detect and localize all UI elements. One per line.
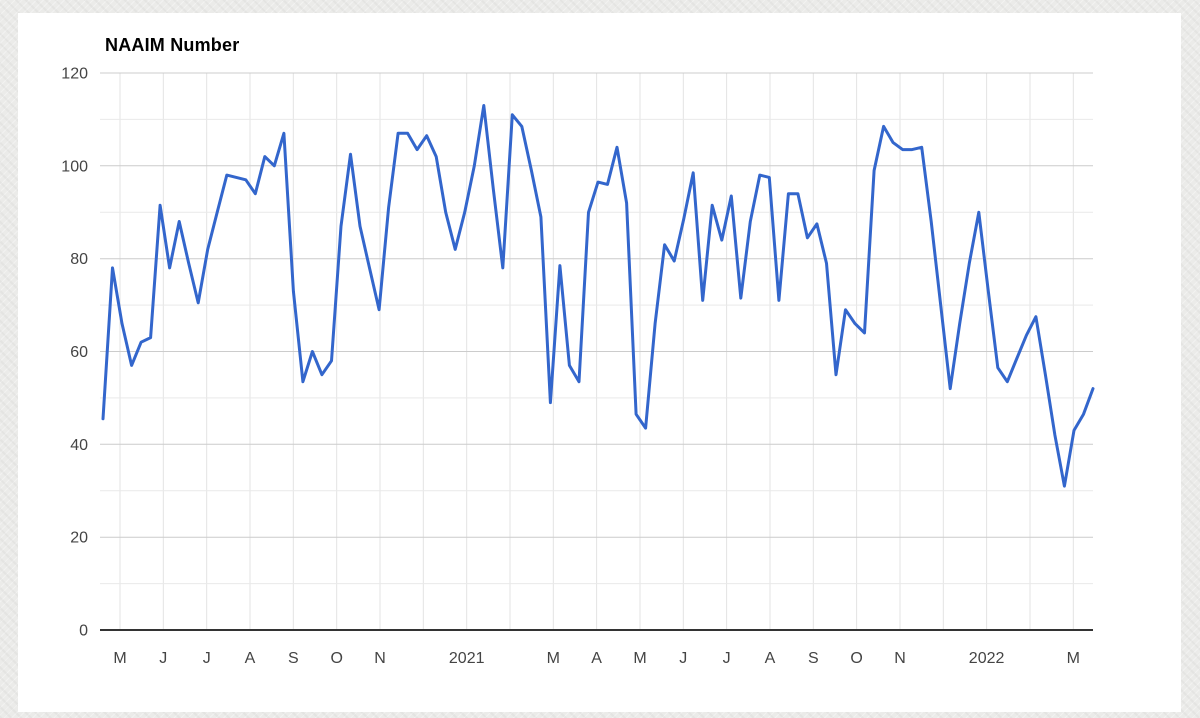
naaim-line-chart[interactable]: M J J A S O N 2021 M A M J J A S O N 2022 M 0 20 40 60 80 100 120 bbox=[18, 13, 1181, 712]
svg-text:A: A bbox=[245, 650, 256, 667]
svg-text:2021: 2021 bbox=[449, 650, 485, 667]
svg-text:S: S bbox=[808, 650, 819, 667]
svg-text:J: J bbox=[679, 650, 687, 667]
chart-card: NAAIM Number M J J A S O N 2021 M A M J J A S O N 2022 M 0 2… bbox=[18, 13, 1181, 712]
svg-text:80: 80 bbox=[70, 251, 88, 268]
svg-text:M: M bbox=[547, 650, 560, 667]
svg-text:120: 120 bbox=[61, 66, 88, 83]
chart-title: NAAIM Number bbox=[105, 35, 240, 55]
y-axis-labels: 0 20 40 60 80 100 120 bbox=[61, 66, 88, 640]
svg-text:2022: 2022 bbox=[969, 650, 1005, 667]
svg-text:S: S bbox=[288, 650, 299, 667]
x-axis-labels: M J J A S O N 2021 M A M J J A S O N 2022 M bbox=[113, 650, 1080, 667]
svg-text:J: J bbox=[203, 650, 211, 667]
svg-text:N: N bbox=[374, 650, 386, 667]
svg-text:100: 100 bbox=[61, 158, 88, 175]
svg-text:J: J bbox=[723, 650, 731, 667]
minor-gridlines bbox=[100, 118, 1093, 585]
svg-text:J: J bbox=[159, 650, 167, 667]
svg-text:O: O bbox=[330, 650, 342, 667]
svg-text:A: A bbox=[591, 650, 602, 667]
svg-text:60: 60 bbox=[70, 344, 88, 361]
svg-text:M: M bbox=[1067, 650, 1080, 667]
svg-text:M: M bbox=[633, 650, 646, 667]
naaim-series-line[interactable] bbox=[101, 104, 1095, 488]
svg-text:20: 20 bbox=[70, 530, 88, 547]
major-gridlines bbox=[100, 72, 1093, 538]
svg-text:A: A bbox=[765, 650, 776, 667]
svg-text:0: 0 bbox=[79, 623, 88, 640]
svg-text:N: N bbox=[894, 650, 906, 667]
svg-text:40: 40 bbox=[70, 437, 88, 454]
svg-text:M: M bbox=[113, 650, 126, 667]
svg-text:O: O bbox=[850, 650, 862, 667]
